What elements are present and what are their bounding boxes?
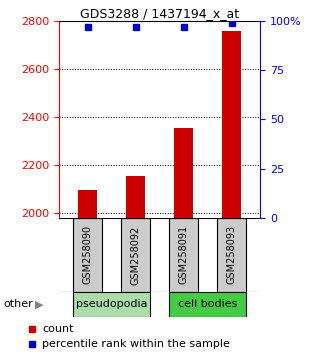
- Bar: [222, 31, 241, 218]
- Bar: [169, 292, 246, 317]
- Text: GSM258092: GSM258092: [131, 225, 141, 285]
- Text: count: count: [42, 324, 73, 334]
- Text: percentile rank within the sample: percentile rank within the sample: [42, 339, 230, 349]
- Text: cell bodies: cell bodies: [178, 299, 237, 309]
- Text: GSM258091: GSM258091: [179, 225, 189, 285]
- Text: GSM258093: GSM258093: [227, 225, 237, 285]
- Bar: [78, 190, 97, 218]
- Text: GSM258090: GSM258090: [83, 225, 93, 285]
- Bar: [217, 218, 246, 292]
- Text: pseudopodia: pseudopodia: [76, 299, 148, 309]
- Bar: [174, 128, 193, 218]
- Bar: [73, 292, 150, 317]
- Text: other: other: [3, 299, 33, 309]
- Bar: [126, 176, 145, 218]
- Bar: [121, 218, 150, 292]
- Bar: [169, 218, 198, 292]
- Title: GDS3288 / 1437194_x_at: GDS3288 / 1437194_x_at: [80, 7, 239, 20]
- Bar: [73, 218, 102, 292]
- Text: ▶: ▶: [35, 299, 44, 309]
